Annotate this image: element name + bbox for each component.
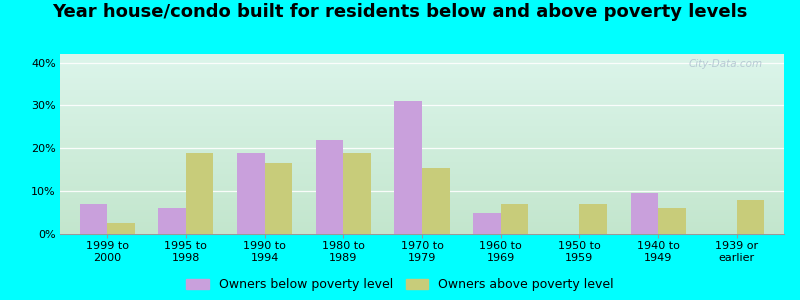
Bar — [579, 204, 607, 234]
Bar — [80, 204, 107, 234]
Bar — [107, 223, 134, 234]
Bar — [658, 208, 686, 234]
Bar — [630, 193, 658, 234]
Bar — [422, 168, 450, 234]
Bar — [501, 204, 528, 234]
Bar — [737, 200, 764, 234]
Bar — [394, 101, 422, 234]
Bar — [237, 153, 265, 234]
Text: Year house/condo built for residents below and above poverty levels: Year house/condo built for residents bel… — [52, 3, 748, 21]
Bar — [316, 140, 343, 234]
Bar — [265, 163, 292, 234]
Bar — [186, 153, 214, 234]
Bar — [158, 208, 186, 234]
Bar — [343, 153, 371, 234]
Legend: Owners below poverty level, Owners above poverty level: Owners below poverty level, Owners above… — [184, 276, 616, 294]
Text: City-Data.com: City-Data.com — [688, 59, 762, 69]
Bar — [473, 213, 501, 234]
